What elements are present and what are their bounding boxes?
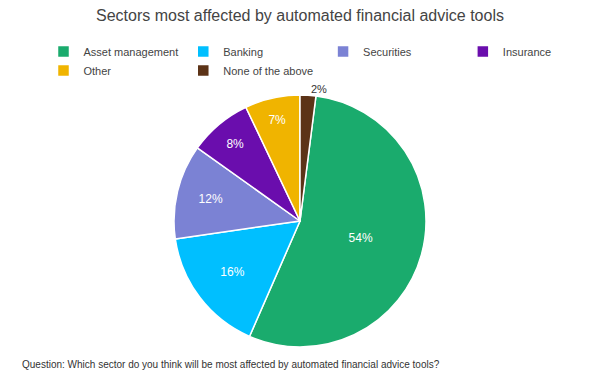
svg-text:None of the above: None of the above — [223, 65, 313, 77]
svg-text:Other: Other — [84, 65, 112, 77]
svg-text:Securities: Securities — [363, 46, 412, 58]
svg-text:Banking: Banking — [223, 46, 263, 58]
svg-text:Sectors most affected by autom: Sectors most affected by automated finan… — [96, 7, 504, 24]
svg-text:12%: 12% — [199, 192, 223, 206]
svg-text:16%: 16% — [220, 265, 244, 279]
svg-text:2%: 2% — [311, 83, 327, 95]
svg-text:54%: 54% — [349, 231, 373, 245]
svg-text:8%: 8% — [226, 137, 244, 151]
svg-text:Asset management: Asset management — [84, 46, 179, 58]
svg-text:Question: Which sector do you: Question: Which sector do you think will… — [22, 359, 440, 370]
svg-text:7%: 7% — [268, 113, 286, 127]
svg-text:Insurance: Insurance — [503, 46, 551, 58]
